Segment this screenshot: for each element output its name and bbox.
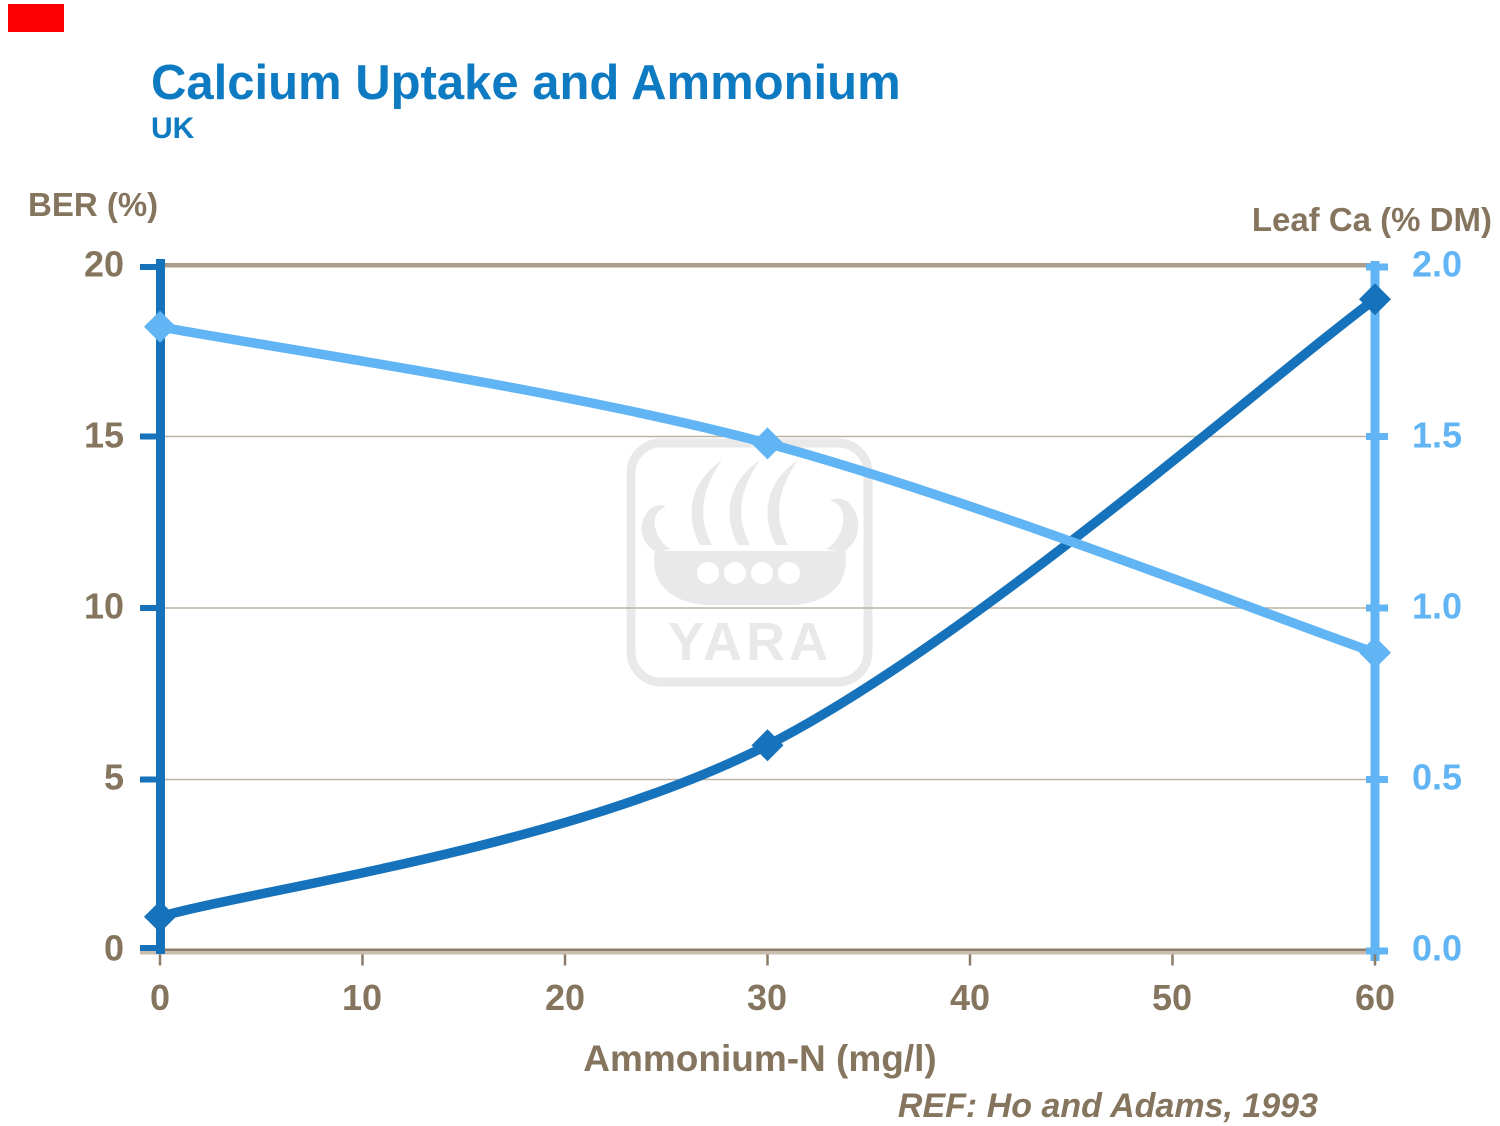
plot-frame [140,263,1382,955]
left-axis-tick-label: 15 [83,414,124,456]
x-axis-tick-label: 30 [746,977,788,1018]
ship-shield-holes [697,562,800,584]
left-axis-tick-label: 0 [103,927,124,969]
x-axis-tick-label: 50 [1151,977,1193,1018]
data-point-marker [144,310,176,343]
left-axis-tick-label: 20 [83,243,124,285]
data-point-marker [144,900,176,933]
slide-subtitle: UK [151,112,195,145]
yara-watermark: YARA [626,438,873,687]
red-corner-marker [8,4,64,32]
x-axis-tick-label: 20 [544,977,586,1018]
reference-text: REF: Ho and Adams, 1993 [897,1087,1318,1125]
right-axis-tick-label: 1.0 [1412,585,1463,627]
x-axis-tick-label: 40 [949,977,991,1018]
slide-title: Calcium Uptake and Ammonium [151,56,901,110]
x-axis-ticks [158,954,1377,966]
data-point-marker [1359,636,1391,669]
data-point-marker [751,427,784,460]
x-axis-tick-label: 10 [341,977,383,1018]
left-axis-tick-label: 10 [83,585,124,627]
data-point-marker [1359,283,1391,316]
series-layer [144,283,1391,933]
top-border [158,263,1370,268]
x-axis-tick-label: 60 [1354,977,1396,1018]
left-axis-tick-label: 5 [103,756,124,798]
right-axis-tick-label: 2.0 [1412,243,1463,285]
right-axis-tick-label: 0.0 [1412,927,1463,969]
viking-ship-icon [641,460,859,605]
x-axis-title: Ammonium-N (mg/l) [583,1038,937,1079]
right-axis [1366,261,1388,961]
gridlines [160,435,1371,781]
x-axis-tick-label: 0 [149,977,171,1018]
x-axis-line [140,948,1382,951]
left-axis [140,259,165,954]
yara-watermark-text: YARA [668,612,832,672]
right-axis-title: Leaf Ca (% DM) [1251,201,1492,238]
x-axis-line-shadow [140,951,1382,955]
data-point-marker [751,729,784,762]
left-axis-title: BER (%) [28,186,159,223]
right-axis-tick-label: 1.5 [1412,414,1463,456]
right-axis-tick-label: 0.5 [1412,756,1463,798]
